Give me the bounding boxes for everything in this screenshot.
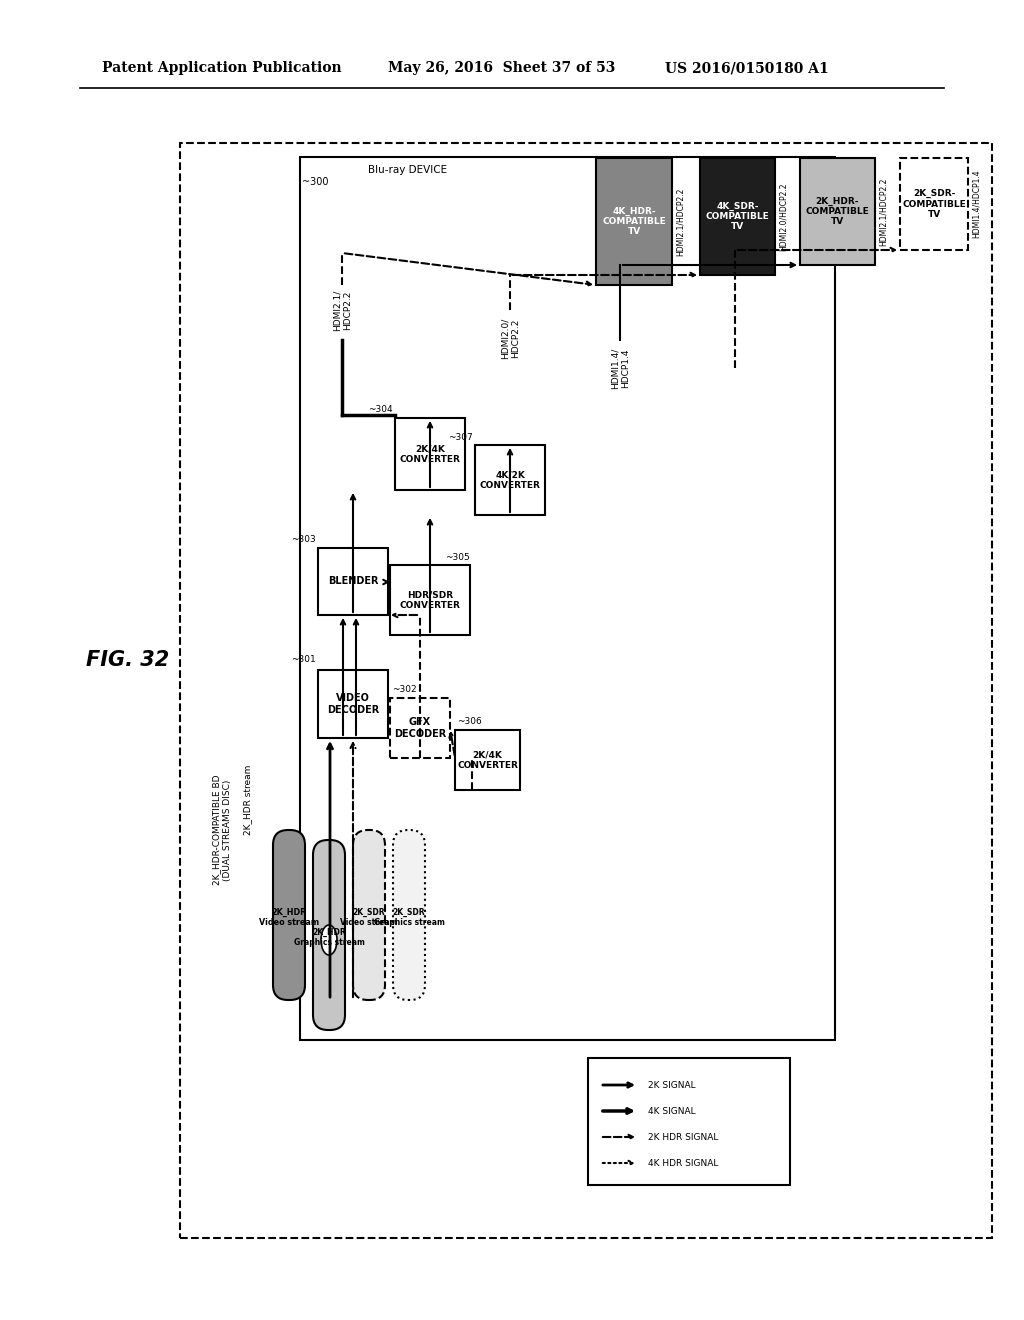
Text: FIG. 32: FIG. 32: [86, 649, 170, 671]
Text: HDMI2.0/
HDCP2.2: HDMI2.0/ HDCP2.2: [501, 317, 520, 359]
Bar: [390, 565, 470, 635]
FancyBboxPatch shape: [393, 830, 425, 1001]
Text: ~306: ~306: [457, 718, 481, 726]
Text: 4K_HDR-
COMPATIBLE
TV: 4K_HDR- COMPATIBLE TV: [602, 206, 666, 236]
Text: HDMI2.1/
HDCP2.2: HDMI2.1/ HDCP2.2: [333, 289, 351, 330]
Bar: [318, 671, 388, 738]
Text: 2K_SDR-
COMPATIBLE
TV: 2K_SDR- COMPATIBLE TV: [902, 189, 966, 219]
Text: 2K_HDR-
COMPATIBLE
TV: 2K_HDR- COMPATIBLE TV: [806, 197, 869, 227]
Bar: [318, 548, 388, 615]
Text: ~303: ~303: [291, 536, 316, 544]
FancyBboxPatch shape: [273, 830, 305, 1001]
Text: Blu-ray DEVICE: Blu-ray DEVICE: [368, 165, 447, 176]
Bar: [390, 698, 450, 758]
Text: 2K_HDR
Video stream: 2K_HDR Video stream: [259, 908, 319, 927]
Bar: [900, 158, 968, 249]
Text: HDR/SDR
CONVERTER: HDR/SDR CONVERTER: [399, 590, 461, 610]
Text: 2K_HDR
Graphics stream: 2K_HDR Graphics stream: [294, 928, 365, 948]
Text: 2K_HDR-COMPATIBLE BD
(DUAL STREAMS DISC): 2K_HDR-COMPATIBLE BD (DUAL STREAMS DISC): [212, 775, 231, 886]
Bar: [455, 730, 520, 789]
Text: ~304: ~304: [369, 405, 393, 414]
Text: Patent Application Publication: Patent Application Publication: [102, 61, 342, 75]
Text: ~305: ~305: [445, 553, 470, 561]
Bar: [596, 158, 672, 285]
Text: 4K SIGNAL: 4K SIGNAL: [648, 1106, 695, 1115]
Text: 2K SIGNAL: 2K SIGNAL: [648, 1081, 695, 1089]
FancyBboxPatch shape: [353, 830, 385, 1001]
Text: HDMI2.0/HDCP2.2: HDMI2.0/HDCP2.2: [778, 182, 787, 251]
Text: ~300: ~300: [302, 177, 329, 187]
Bar: [395, 418, 465, 490]
Text: BLENDER: BLENDER: [328, 577, 378, 586]
Bar: [475, 445, 545, 515]
Text: HDMI1.4/
HDCP1.4: HDMI1.4/ HDCP1.4: [610, 347, 630, 388]
Text: VIDEO
DECODER: VIDEO DECODER: [327, 693, 379, 715]
Bar: [700, 158, 775, 275]
Text: ~307: ~307: [449, 433, 473, 441]
Text: 2K/4K
CONVERTER: 2K/4K CONVERTER: [457, 750, 518, 770]
Text: ~302: ~302: [392, 685, 417, 694]
Text: 2K HDR SIGNAL: 2K HDR SIGNAL: [648, 1133, 719, 1142]
Text: May 26, 2016  Sheet 37 of 53: May 26, 2016 Sheet 37 of 53: [388, 61, 615, 75]
Text: 2K_SDR
Video stream: 2K_SDR Video stream: [340, 908, 397, 927]
Ellipse shape: [321, 925, 337, 954]
Text: 4K/2K
CONVERTER: 4K/2K CONVERTER: [479, 470, 541, 490]
Text: HDMI1.4/HDCP1.4: HDMI1.4/HDCP1.4: [972, 170, 981, 239]
Text: ~301: ~301: [291, 656, 316, 664]
Text: 2K/4K
CONVERTER: 2K/4K CONVERTER: [399, 445, 461, 463]
Bar: [300, 157, 835, 1040]
FancyBboxPatch shape: [313, 840, 345, 1030]
Bar: [588, 1059, 790, 1185]
Text: GFX
DECODER: GFX DECODER: [394, 717, 446, 739]
Bar: [180, 143, 992, 1238]
Text: 2K_SDR
Graphics stream: 2K_SDR Graphics stream: [374, 908, 444, 927]
Text: 4K HDR SIGNAL: 4K HDR SIGNAL: [648, 1159, 719, 1167]
Text: HDMI2.1/HDCP2.2: HDMI2.1/HDCP2.2: [676, 187, 684, 256]
Text: HDMI2.1/HDCP2.2: HDMI2.1/HDCP2.2: [879, 178, 888, 247]
Bar: [800, 158, 874, 265]
Text: US 2016/0150180 A1: US 2016/0150180 A1: [665, 61, 828, 75]
Text: 4K_SDR-
COMPATIBLE
TV: 4K_SDR- COMPATIBLE TV: [706, 202, 769, 231]
Text: 2K_HDR stream: 2K_HDR stream: [244, 764, 253, 836]
